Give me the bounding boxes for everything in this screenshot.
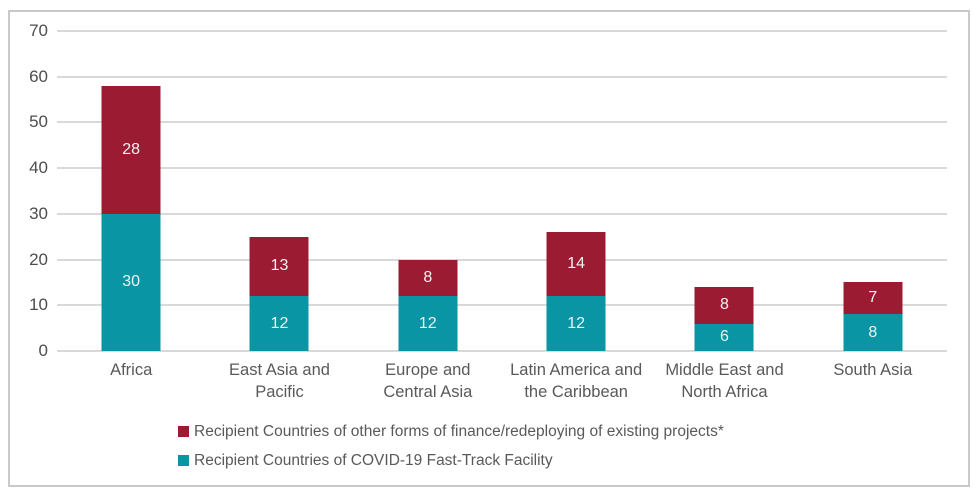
y-tick-label-40: 40 [29,158,48,178]
bar-value-label: 13 [270,257,289,275]
bar-slot: 12 13 [205,31,353,351]
bar-value-label: 7 [868,289,878,307]
gridline-0 [57,350,947,352]
legend-item: Recipient Countries of other forms of fi… [178,417,724,446]
y-tick-label-10: 10 [29,295,48,315]
gridline-20 [57,258,947,261]
x-category-label: Middle East and North Africa [665,361,784,401]
bar-segment: 30 [101,213,161,351]
bar-value-label: 14 [567,255,586,273]
y-tick-label-30: 30 [29,203,48,223]
bar-segment: 8 [843,314,903,351]
y-tick-label-50: 50 [29,112,48,132]
legend-label: Recipient Countries of COVID-19 Fast-Tra… [194,451,553,469]
legend: Recipient Countries of other forms of fi… [178,417,724,475]
bar-value-label: 28 [122,140,141,158]
bar-segment: 8 [694,287,754,324]
gridline-50 [57,121,947,124]
gridline-40 [57,167,947,170]
bar-segment: 8 [398,259,458,297]
x-category-label: East Asia and Pacific [229,361,330,401]
y-tick-label-60: 60 [29,66,48,86]
bar-value-label: 12 [567,314,586,332]
x-category-label: Africa [110,361,153,379]
bar-slot: 12 14 [502,31,650,351]
gridline-30 [57,212,947,215]
x-category-label: South Asia [833,361,913,379]
gridline-60 [57,75,947,78]
bar-value-label: 12 [270,314,289,332]
bar-value-label: 30 [122,273,141,291]
bar-segment: 12 [249,296,309,351]
x-axis: Africa East Asia and Pacific Europe and Ce… [57,359,947,403]
bar-value-label: 8 [423,268,433,286]
stacked-bar: 30 28 [101,85,161,351]
gridline-70 [57,30,947,32]
bar-value-label: 8 [868,323,878,341]
y-tick-label-0: 0 [38,341,48,360]
stacked-bar: 12 14 [546,232,606,351]
bars-container: 30 28 12 13 12 8 12 14 6 8 8 7 [57,31,947,351]
bar-segment: 12 [398,296,458,351]
bar-segment: 7 [843,282,903,315]
stacked-bar: 12 8 [398,259,458,351]
y-tick-label-20: 20 [29,249,48,269]
bar-segment: 6 [694,323,754,351]
bar-value-label: 8 [720,296,729,314]
chart-frame: 30 28 12 13 12 8 12 14 6 8 8 7 0 10 20 30 40 50 60 70 Afri… [8,10,970,487]
y-tick-label-70: 70 [29,21,48,40]
bar-slot: 30 28 [57,31,205,351]
legend-swatch-icon [178,426,189,437]
legend-swatch-icon [178,455,189,466]
x-category-label: Latin America and the Caribbean [510,361,643,401]
gridline-10 [57,304,947,307]
legend-item: Recipient Countries of COVID-19 Fast-Tra… [178,446,724,475]
bar-segment: 14 [546,232,606,297]
plot-area: 30 28 12 13 12 8 12 14 6 8 8 7 [57,30,947,352]
x-category-label: Europe and Central Asia [383,361,473,401]
bar-value-label: 6 [720,328,729,346]
bar-segment: 13 [249,236,309,297]
bar-slot: 12 8 [354,31,502,351]
bar-segment: 28 [101,85,161,214]
bar-segment: 12 [546,296,606,351]
stacked-bar: 12 13 [249,236,309,351]
bar-value-label: 12 [418,314,437,332]
legend-label: Recipient Countries of other forms of fi… [194,422,724,440]
